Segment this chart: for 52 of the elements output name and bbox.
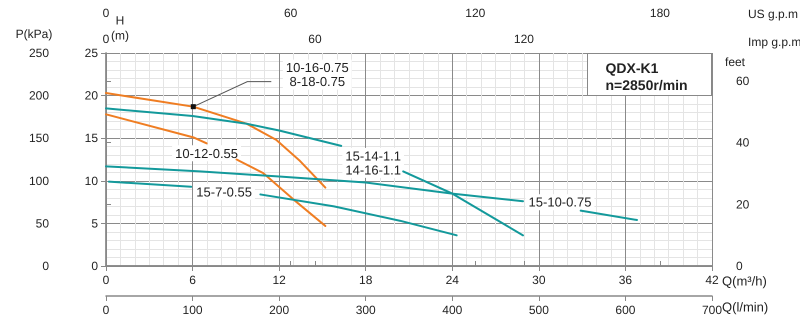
annotation: QDX-K1 n=2850r/min [606, 60, 688, 93]
x-tick-label: 18 [359, 273, 373, 287]
x2-tick-label: 60 [308, 32, 322, 46]
x-axis-title: Q(m³/h) [722, 274, 767, 288]
y2-tick-label: 50 [36, 216, 50, 230]
annotation: 10-16-0.75 8-18-0.75 [286, 60, 349, 90]
annotation: 15-10-0.75 [528, 194, 592, 210]
y2-tick-label: 0 [42, 259, 50, 273]
y2-tick-label: 250 [28, 46, 50, 60]
y2-axis-title: P(kPa) [16, 27, 52, 41]
y3-axis-title: feet [724, 55, 746, 69]
text: 180 [650, 6, 670, 20]
text: US g.p.m [748, 7, 798, 21]
y3-tick-label: 40 [736, 136, 750, 150]
text: 400 [442, 303, 463, 317]
x2-tick-label: 120 [514, 32, 534, 46]
annotation: 10-12-0.55 [175, 146, 238, 161]
y-tick-label: 10 [84, 174, 98, 188]
annotation: 15-7-0.55 [196, 184, 252, 200]
text: 120 [465, 6, 486, 20]
x-tick-label: 6 [189, 273, 196, 287]
text: 700 [702, 303, 722, 317]
y3-tick-label: 60 [736, 74, 750, 88]
y-tick-label: 25 [84, 46, 98, 60]
y-tick-label: 15 [84, 131, 98, 146]
text: 600 [615, 303, 636, 317]
text: 0 [102, 6, 110, 20]
y2-tick-label: 200 [28, 88, 50, 103]
y3-tick-label: 0 [736, 259, 743, 273]
text: 100 [182, 303, 203, 317]
x-tick-label: 36 [618, 273, 632, 287]
x-tick-label: 30 [532, 273, 546, 287]
x-tick-label: 12 [272, 273, 286, 287]
x-tick-label: 0 [102, 273, 110, 287]
y2-tick-label: 150 [28, 131, 50, 146]
y-tick-label: 5 [91, 216, 98, 230]
text: 200 [269, 303, 290, 317]
text: 300 [356, 303, 376, 317]
x-tick-label: 24 [446, 273, 460, 287]
y-tick-label: 0 [91, 259, 98, 273]
y2-tick-label: 100 [28, 174, 50, 188]
annotation: 15-14-1.1 14-16-1.1 [345, 148, 402, 178]
y-axis-title: H (m) [111, 14, 129, 42]
text: 0 [102, 303, 110, 317]
x2-tick-label: 0 [102, 32, 110, 46]
text: 500 [528, 303, 550, 317]
text: 60 [284, 6, 298, 20]
text: Q(l/min) [722, 300, 768, 314]
x-tick-label: 42 [705, 273, 719, 287]
line-series [105, 92, 326, 189]
y-tick-label: 20 [84, 88, 98, 103]
y3-tick-label: 20 [736, 197, 750, 212]
